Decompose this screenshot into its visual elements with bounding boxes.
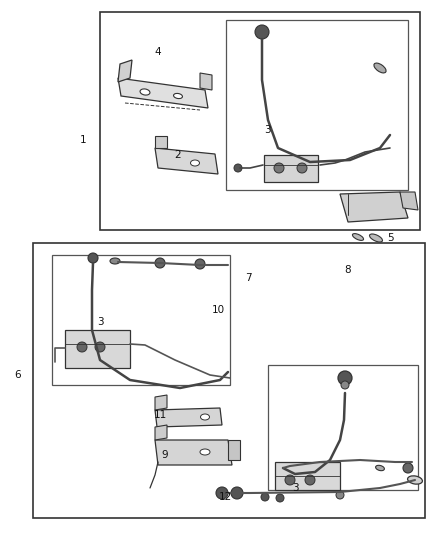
Circle shape: [216, 487, 228, 499]
Circle shape: [234, 164, 242, 172]
Circle shape: [255, 25, 269, 39]
Circle shape: [274, 163, 284, 173]
Circle shape: [195, 259, 205, 269]
Text: 8: 8: [345, 265, 351, 275]
Polygon shape: [228, 440, 240, 460]
Circle shape: [155, 258, 165, 268]
Ellipse shape: [140, 89, 150, 95]
Polygon shape: [65, 330, 130, 368]
Polygon shape: [155, 395, 167, 410]
Text: 12: 12: [219, 492, 232, 502]
Text: 7: 7: [245, 273, 251, 283]
Polygon shape: [275, 462, 340, 490]
Bar: [52, 255, 230, 385]
Text: 1: 1: [80, 135, 86, 145]
Bar: [33, 243, 425, 518]
Ellipse shape: [376, 465, 385, 471]
Ellipse shape: [370, 234, 382, 242]
Text: 11: 11: [153, 410, 166, 420]
Ellipse shape: [408, 476, 422, 484]
Ellipse shape: [201, 414, 209, 420]
Circle shape: [88, 253, 98, 263]
Circle shape: [261, 493, 269, 501]
Circle shape: [338, 371, 352, 385]
Polygon shape: [340, 192, 408, 222]
Polygon shape: [155, 440, 232, 465]
Ellipse shape: [353, 233, 364, 240]
Text: 6: 6: [15, 370, 21, 380]
Bar: [268, 365, 418, 490]
Circle shape: [403, 463, 413, 473]
Ellipse shape: [110, 258, 120, 264]
Polygon shape: [155, 425, 167, 440]
Bar: [100, 12, 420, 230]
Polygon shape: [155, 136, 167, 148]
Text: 4: 4: [155, 47, 161, 57]
Polygon shape: [155, 148, 218, 174]
Text: 3: 3: [97, 317, 103, 327]
Ellipse shape: [191, 160, 199, 166]
Polygon shape: [264, 155, 318, 182]
Ellipse shape: [374, 63, 386, 73]
Text: 3: 3: [292, 483, 298, 493]
Text: 10: 10: [212, 305, 225, 315]
Circle shape: [305, 475, 315, 485]
Circle shape: [276, 494, 284, 502]
Circle shape: [231, 487, 243, 499]
Circle shape: [285, 475, 295, 485]
Circle shape: [297, 163, 307, 173]
Text: 2: 2: [175, 150, 181, 160]
Bar: [226, 20, 408, 190]
Ellipse shape: [173, 93, 183, 99]
Polygon shape: [118, 78, 208, 108]
Polygon shape: [155, 408, 222, 427]
Text: 9: 9: [162, 450, 168, 460]
Circle shape: [341, 381, 349, 389]
Polygon shape: [118, 60, 132, 82]
Text: 5: 5: [387, 233, 393, 243]
Circle shape: [77, 342, 87, 352]
Polygon shape: [400, 192, 418, 210]
Text: 3: 3: [264, 125, 270, 135]
Polygon shape: [200, 73, 212, 90]
Ellipse shape: [200, 449, 210, 455]
Circle shape: [336, 491, 344, 499]
Circle shape: [95, 342, 105, 352]
